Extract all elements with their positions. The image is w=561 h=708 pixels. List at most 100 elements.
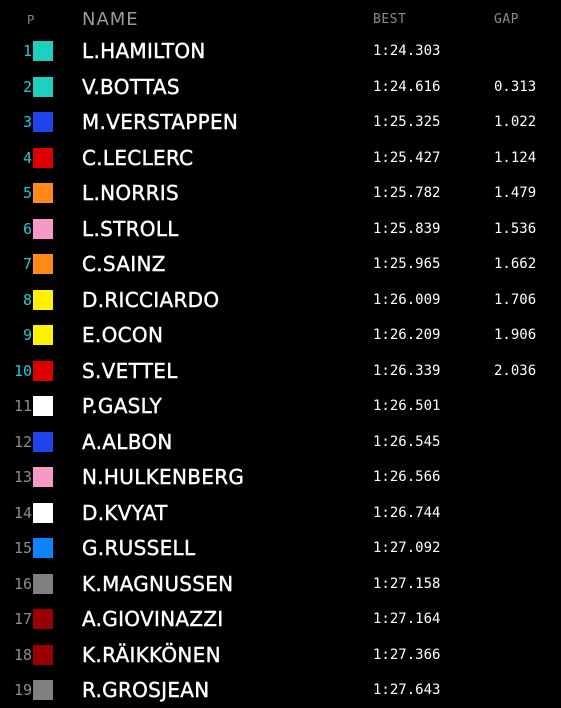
team-color-swatch bbox=[33, 41, 53, 61]
driver-row[interactable]: 9 E.OCON 1:26.209 1.906 bbox=[0, 317, 561, 353]
driver-name: S.VETTEL bbox=[82, 358, 178, 383]
driver-row[interactable]: 16 K.MAGNUSSEN 1:27.158 bbox=[0, 566, 561, 602]
team-color-swatch bbox=[33, 76, 53, 97]
driver-row[interactable]: 10 S.VETTEL 1:26.339 2.036 bbox=[0, 353, 561, 389]
position-number: 13 bbox=[13, 468, 32, 486]
best-lap-time: 1:27.366 bbox=[373, 646, 441, 663]
position-number: 14 bbox=[13, 503, 32, 522]
driver-name: C.LECLERC bbox=[82, 145, 194, 170]
position-number: 3 bbox=[22, 113, 32, 131]
driver-name: K.MAGNUSSEN bbox=[82, 571, 234, 596]
driver-name: R.GROSJEAN bbox=[82, 678, 210, 702]
best-lap-time: 1:25.427 bbox=[373, 149, 441, 166]
position-column-header: P bbox=[27, 13, 35, 27]
position-number: 8 bbox=[22, 290, 32, 309]
position-number: 15 bbox=[13, 539, 32, 557]
best-lap-time: 1:26.209 bbox=[373, 327, 441, 343]
position-number: 9 bbox=[22, 326, 32, 344]
driver-name: A.ALBON bbox=[82, 429, 173, 454]
position-number: 12 bbox=[13, 432, 32, 451]
driver-row[interactable]: 3 M.VERSTAPPEN 1:25.325 1.022 bbox=[0, 104, 561, 140]
position-number: 18 bbox=[13, 645, 32, 664]
best-lap-time: 1:26.566 bbox=[373, 469, 441, 485]
driver-row[interactable]: 5 L.NORRIS 1:25.782 1.479 bbox=[0, 175, 561, 211]
gap-to-leader: 0.313 bbox=[494, 78, 537, 95]
team-color-swatch bbox=[33, 289, 53, 310]
driver-row[interactable]: 12 A.ALBON 1:26.545 bbox=[0, 424, 561, 460]
team-color-swatch bbox=[33, 467, 53, 487]
best-lap-time: 1:26.501 bbox=[373, 398, 441, 414]
driver-name: D.KVYAT bbox=[82, 500, 168, 525]
gap-to-leader: 1.706 bbox=[494, 291, 537, 308]
team-color-swatch bbox=[33, 396, 53, 416]
driver-row[interactable]: 19 R.GROSJEAN 1:27.643 bbox=[0, 672, 561, 708]
driver-name: M.VERSTAPPEN bbox=[82, 110, 239, 134]
team-color-swatch bbox=[33, 538, 53, 558]
position-number: 10 bbox=[13, 361, 32, 380]
driver-name: G.RUSSELL bbox=[82, 536, 196, 560]
team-color-swatch bbox=[33, 254, 53, 274]
driver-name: D.RICCIARDO bbox=[82, 287, 220, 312]
position-number: 16 bbox=[13, 574, 32, 593]
gap-to-leader: 1.906 bbox=[494, 327, 537, 343]
driver-row[interactable]: 11 P.GASLY 1:26.501 bbox=[0, 388, 561, 424]
gap-to-leader: 1.022 bbox=[494, 114, 537, 130]
timing-table: 1 L.HAMILTON 1:24.303 2 V.BOTTAS 1:24.61… bbox=[0, 33, 561, 708]
driver-row[interactable]: 15 G.RUSSELL 1:27.092 bbox=[0, 530, 561, 566]
best-lap-time: 1:24.303 bbox=[373, 43, 441, 59]
driver-row[interactable]: 18 K.RÄIKKÖNEN 1:27.366 bbox=[0, 637, 561, 673]
driver-name: A.GIOVINAZZI bbox=[82, 607, 224, 631]
driver-row[interactable]: 17 A.GIOVINAZZI 1:27.164 bbox=[0, 601, 561, 637]
driver-name: P.GASLY bbox=[82, 394, 162, 418]
driver-row[interactable]: 6 L.STROLL 1:25.839 1.536 bbox=[0, 211, 561, 247]
best-lap-time: 1:26.744 bbox=[373, 504, 441, 521]
position-number: 6 bbox=[22, 219, 32, 238]
name-column-header: NAME bbox=[82, 9, 139, 30]
driver-name: L.STROLL bbox=[82, 216, 179, 241]
timing-header: P NAME BEST GAP bbox=[0, 0, 561, 34]
driver-row[interactable]: 8 D.RICCIARDO 1:26.009 1.706 bbox=[0, 282, 561, 318]
driver-name: E.OCON bbox=[82, 323, 164, 347]
driver-name: K.RÄIKKÖNEN bbox=[82, 642, 221, 667]
team-color-swatch bbox=[33, 360, 53, 381]
position-number: 7 bbox=[22, 255, 32, 273]
driver-name: C.SAINZ bbox=[82, 252, 166, 276]
gap-to-leader: 1.536 bbox=[494, 220, 537, 237]
best-lap-time: 1:25.965 bbox=[373, 256, 441, 272]
position-number: 5 bbox=[22, 184, 32, 202]
best-lap-time: 1:27.164 bbox=[373, 611, 441, 627]
gap-to-leader: 2.036 bbox=[494, 362, 537, 379]
driver-row[interactable]: 1 L.HAMILTON 1:24.303 bbox=[0, 33, 561, 69]
driver-row[interactable]: 7 C.SAINZ 1:25.965 1.662 bbox=[0, 246, 561, 282]
team-color-swatch bbox=[33, 183, 53, 203]
position-number: 11 bbox=[13, 397, 32, 415]
driver-row[interactable]: 4 C.LECLERC 1:25.427 1.124 bbox=[0, 140, 561, 176]
position-number: 4 bbox=[22, 148, 32, 167]
position-number: 19 bbox=[13, 681, 32, 699]
best-lap-time: 1:24.616 bbox=[373, 78, 441, 95]
best-lap-time: 1:25.839 bbox=[373, 220, 441, 237]
gap-to-leader: 1.479 bbox=[494, 185, 537, 201]
gap-to-leader: 1.662 bbox=[494, 256, 537, 272]
team-color-swatch bbox=[33, 218, 53, 239]
best-lap-time: 1:26.545 bbox=[373, 433, 441, 450]
driver-row[interactable]: 13 N.HULKENBERG 1:26.566 bbox=[0, 459, 561, 495]
team-color-swatch bbox=[33, 325, 53, 345]
driver-name: N.HULKENBERG bbox=[82, 465, 245, 489]
team-color-swatch bbox=[33, 147, 53, 168]
gap-to-leader: 1.124 bbox=[494, 149, 537, 166]
team-color-swatch bbox=[33, 573, 53, 594]
position-number: 17 bbox=[13, 610, 32, 628]
driver-row[interactable]: 2 V.BOTTAS 1:24.616 0.313 bbox=[0, 69, 561, 105]
best-lap-time: 1:26.339 bbox=[373, 362, 441, 379]
team-color-swatch bbox=[33, 431, 53, 452]
gap-column-header: GAP bbox=[494, 12, 519, 27]
driver-row[interactable]: 14 D.KVYAT 1:26.744 bbox=[0, 495, 561, 531]
best-lap-time: 1:27.643 bbox=[373, 682, 441, 698]
best-lap-time: 1:25.325 bbox=[373, 114, 441, 130]
driver-name: L.NORRIS bbox=[82, 181, 179, 205]
team-color-swatch bbox=[33, 502, 53, 523]
position-number: 1 bbox=[22, 42, 32, 60]
best-lap-time: 1:25.782 bbox=[373, 185, 441, 201]
best-column-header: BEST bbox=[373, 12, 407, 27]
